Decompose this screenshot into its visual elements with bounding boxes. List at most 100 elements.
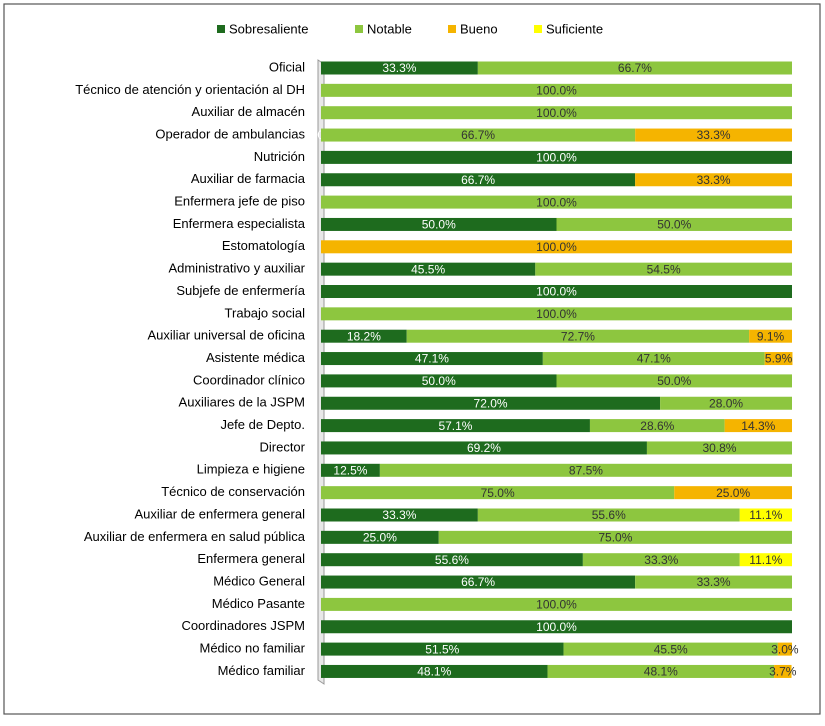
bar-segment [321, 262, 536, 276]
value-label: 100.0% [536, 84, 577, 98]
category-label: Auxiliares de la JSPM [179, 395, 305, 410]
bar-segment [321, 597, 792, 611]
value-label: 3.7% [769, 665, 797, 679]
value-label: 87.5% [569, 463, 603, 477]
value-label: 100.0% [536, 106, 577, 120]
bar-segment [739, 553, 792, 567]
category-label: Médico General [213, 573, 305, 588]
bar-segment [477, 61, 792, 75]
value-label: 45.5% [411, 262, 445, 276]
value-label: 75.0% [481, 486, 515, 500]
value-label: 100.0% [536, 240, 577, 254]
value-label: 28.0% [709, 396, 743, 410]
bar-segment [589, 419, 725, 433]
category-label: Jefe de Depto. [220, 417, 305, 432]
value-label: 100.0% [536, 151, 577, 165]
category-label: Enfermera jefe de piso [174, 194, 305, 209]
bar-segment [547, 664, 775, 678]
value-label: 5.9% [765, 352, 793, 366]
category-label: Nutrición [254, 149, 305, 164]
bar-segment [321, 61, 478, 75]
value-label: 66.7% [461, 575, 495, 589]
bar-segment [321, 240, 792, 254]
legend-label: Suficiente [546, 21, 603, 36]
category-label: Administrativo y auxiliar [168, 261, 305, 276]
value-label: 33.3% [697, 575, 731, 589]
bar-segment [556, 217, 792, 231]
value-label: 18.2% [347, 329, 381, 343]
bar-segment [321, 508, 478, 522]
value-label: 75.0% [598, 531, 632, 545]
bar-segment [635, 173, 792, 187]
value-label: 3.0% [771, 642, 799, 656]
bar-segment [635, 575, 792, 589]
category-label: Estomatología [222, 238, 306, 253]
value-label: 33.3% [382, 508, 416, 522]
category-label: Técnico de atención y orientación al DH [75, 82, 305, 97]
category-label: Auxiliar de farmacia [191, 171, 306, 186]
category-label: Médico no familiar [200, 641, 306, 656]
bar-segment [321, 575, 636, 589]
bar-segment [321, 106, 792, 120]
value-label: 12.5% [333, 463, 367, 477]
value-label: 50.0% [657, 374, 691, 388]
bar-segment [321, 620, 792, 634]
bar-segment [321, 441, 647, 455]
category-label: Director [259, 439, 305, 454]
bar-segment [321, 195, 792, 209]
bar-segment [321, 329, 407, 343]
bar-segment [477, 508, 740, 522]
legend-swatch [534, 25, 542, 33]
value-label: 14.3% [741, 419, 775, 433]
category-label: Auxiliar de enfermera en salud pública [84, 529, 306, 544]
legend-swatch [217, 25, 225, 33]
bar-segment [321, 642, 564, 656]
category-label: Oficial [269, 59, 305, 74]
bar-segment [646, 441, 792, 455]
bar-segment [321, 307, 792, 321]
legend-swatch [355, 25, 363, 33]
category-label: Asistente médica [206, 350, 306, 365]
category-label: Técnico de conservación [161, 484, 305, 499]
category-label: Trabajo social [225, 305, 306, 320]
bar-segment [321, 150, 792, 164]
value-label: 33.3% [697, 173, 731, 187]
value-label: 54.5% [647, 262, 681, 276]
value-label: 33.3% [644, 553, 678, 567]
bar-segment [777, 642, 792, 656]
category-label: Coordinadores JSPM [181, 618, 305, 633]
category-label: Enfermera general [197, 551, 305, 566]
value-label: 55.6% [592, 508, 626, 522]
category-label: Médico Pasante [212, 596, 305, 611]
value-label: 51.5% [425, 642, 459, 656]
bar-segment [321, 374, 557, 388]
category-label: Auxiliar universal de oficina [147, 328, 305, 343]
bar-segment [563, 642, 778, 656]
value-label: 50.0% [422, 218, 456, 232]
value-label: 9.1% [757, 329, 785, 343]
legend-swatch [448, 25, 456, 33]
category-label: Enfermera especialista [173, 216, 306, 231]
value-label: 72.7% [561, 329, 595, 343]
value-label: 69.2% [467, 441, 501, 455]
bar-segment [749, 329, 792, 343]
bar-segment [556, 374, 792, 388]
bar-segment [674, 486, 792, 500]
value-label: 57.1% [438, 419, 472, 433]
category-label: Médico familiar [218, 663, 306, 678]
value-label: 66.7% [461, 128, 495, 142]
value-label: 50.0% [422, 374, 456, 388]
bar-segment [321, 486, 675, 500]
value-label: 25.0% [716, 486, 750, 500]
value-label: 72.0% [474, 396, 508, 410]
category-label: Auxiliar de enfermera general [134, 506, 305, 521]
value-label: 100.0% [536, 307, 577, 321]
legend-label: Sobresaliente [229, 21, 309, 36]
bar-segment [764, 352, 793, 366]
value-label: 66.7% [618, 61, 652, 75]
value-label: 55.6% [435, 553, 469, 567]
category-label: Auxiliar de almacén [192, 104, 305, 119]
value-label: 48.1% [644, 665, 678, 679]
value-label: 100.0% [536, 620, 577, 634]
